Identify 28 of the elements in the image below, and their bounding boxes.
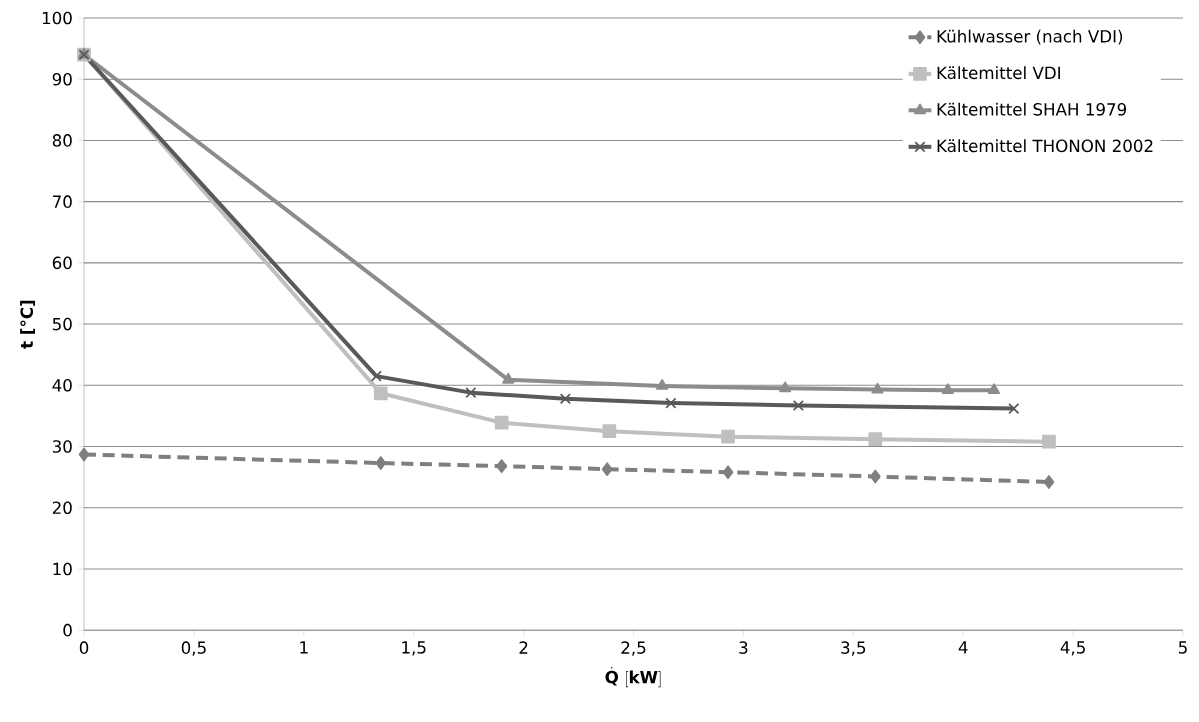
y-tick-label: 70 [53, 195, 72, 208]
y-tick-label: 30 [52, 440, 72, 453]
y-tick-label: 20 [52, 501, 72, 514]
legend-label: Kältemittel VDI [937, 66, 1060, 80]
x-axis-title: $\dot{\mathbf{Q}}\ \mathbf{[kW]}$ [605, 666, 661, 688]
legend-label: Kältemittel THONON 2002 [937, 139, 1153, 153]
y-tick-label: 60 [52, 256, 72, 270]
y-tick-label: 100 [42, 11, 72, 25]
x-tick-label: 2,5 [621, 641, 646, 656]
y-axis-title: t [°C] [20, 300, 35, 349]
x-tick-label: 4 [958, 641, 968, 654]
y-tick-label: 0 [63, 623, 72, 637]
x-tick-label: 1,5 [402, 641, 426, 656]
y-tick-label: 90 [52, 72, 72, 86]
x-tick-label: 3 [739, 641, 748, 654]
legend-label: Kältemittel SHAH 1979 [937, 102, 1127, 116]
y-tick-label: 10 [53, 562, 72, 576]
y-tick-label: 80 [52, 134, 72, 147]
x-tick-label: 5 [1178, 641, 1187, 654]
x-tick-label: 0,5 [181, 641, 206, 656]
legend-label: Kühlwasser (nach VDI) [937, 29, 1123, 45]
x-tick-label: 2 [519, 641, 528, 654]
x-tick-label: 4,5 [1060, 641, 1085, 656]
y-tick-label: 40 [52, 378, 72, 392]
y-tick-label: 50 [52, 317, 72, 331]
x-tick-label: 3,5 [841, 641, 866, 656]
x-tick-label: 0 [79, 641, 89, 654]
x-tick-label: 1 [300, 641, 308, 654]
